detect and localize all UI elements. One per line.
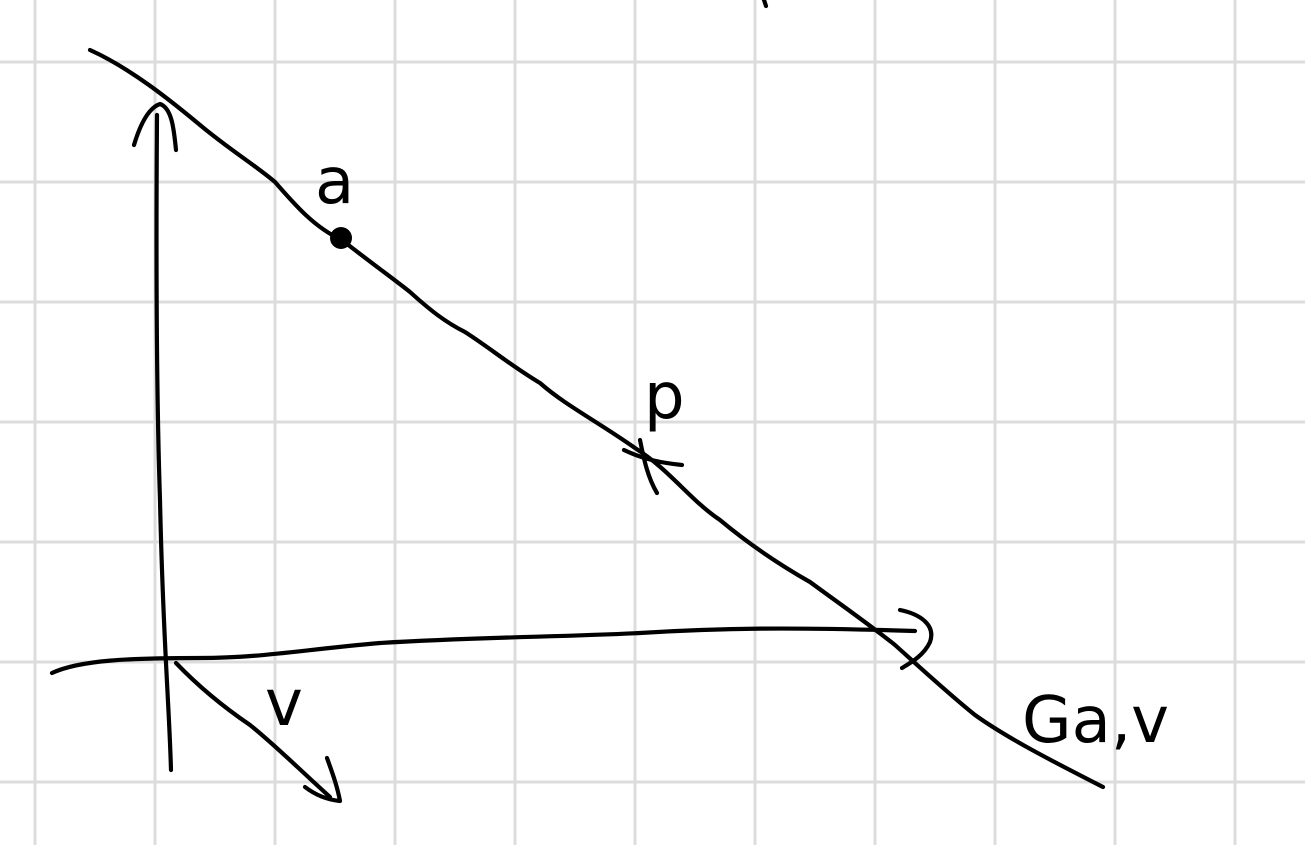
label-point-p: p [644,360,685,434]
point-p-cross-stroke [637,437,660,496]
vector-v-arrowhead [302,755,343,804]
vertical-axis [154,112,174,773]
point-a-dot [330,227,352,249]
horizontal-axis [49,626,918,676]
vertical-axis-arrowhead [131,101,179,153]
label-vector-v: v [265,667,303,741]
top-edge-mark [761,0,769,9]
label-line-g-a-v: Ga,v [1022,684,1169,758]
line-g-a-v [87,47,1106,790]
horizontal-axis-arrowhead [897,607,934,671]
vector-v-arrow [173,660,333,800]
label-point-a: a [315,145,354,219]
point-p-cross-stroke [621,447,685,468]
